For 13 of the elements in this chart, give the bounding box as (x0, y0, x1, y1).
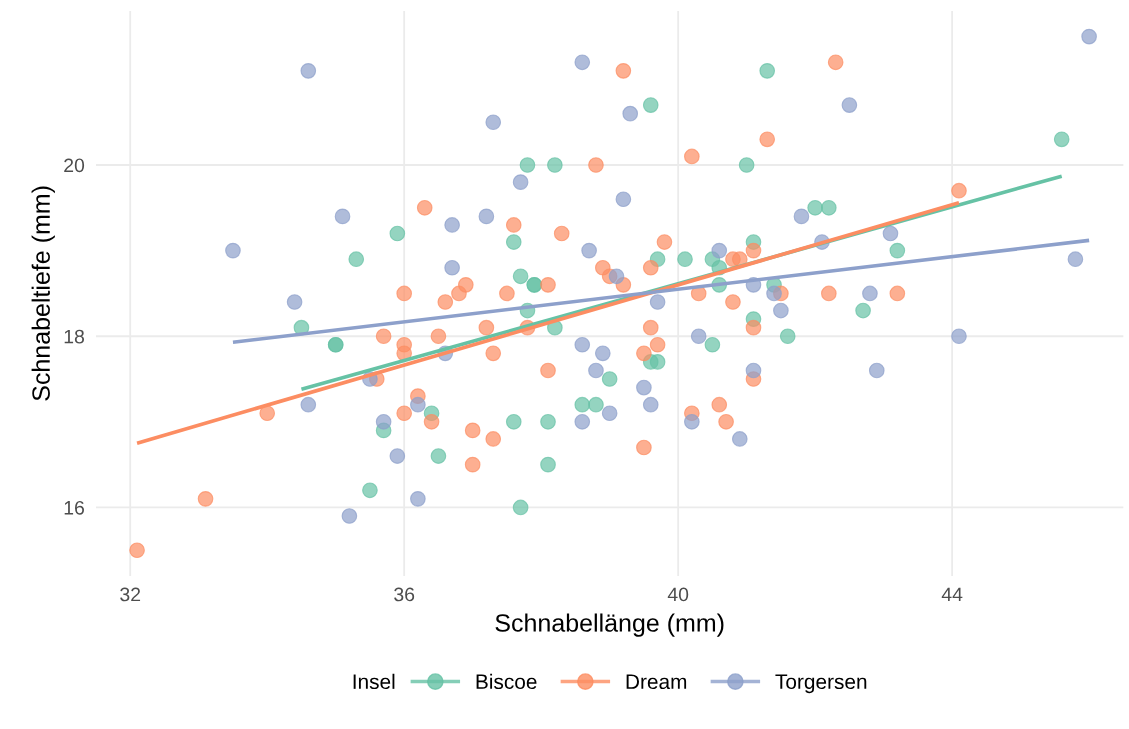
y-tick-label: 20 (64, 158, 85, 173)
x-tick-label: 40 (667, 587, 689, 602)
y-tick-label: 16 (64, 500, 84, 515)
legend-label: Dream (626, 674, 687, 690)
x-tick-label: 44 (941, 587, 963, 602)
y-axis-title: Schnabeltiefe (mm) (31, 186, 55, 401)
legend-title: Insel (353, 673, 395, 690)
x-axis-title: Schnabellänge (mm) (495, 613, 724, 637)
legend-label: Biscoe (476, 673, 537, 690)
y-tick-label: 18 (64, 329, 85, 344)
legend-label: Torgersen (775, 674, 867, 694)
x-tick-label: 32 (120, 587, 141, 602)
x-tick-label: 36 (394, 587, 415, 602)
